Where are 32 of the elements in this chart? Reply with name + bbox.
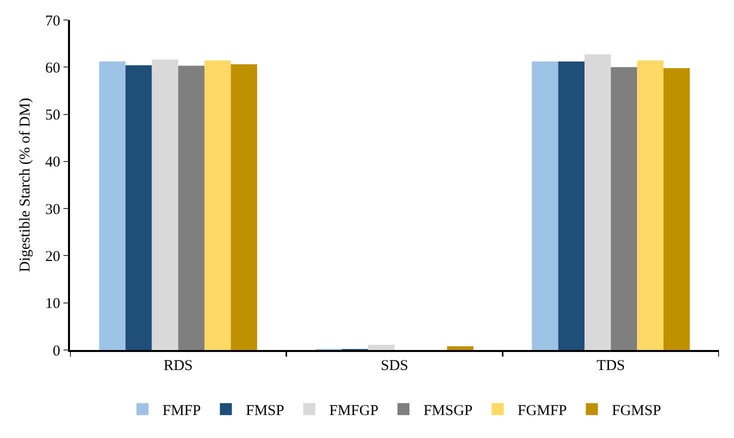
bar — [204, 60, 231, 350]
bar — [230, 64, 258, 350]
y-tick-label: 30 — [45, 202, 60, 218]
bar — [99, 61, 126, 350]
bar — [663, 68, 690, 350]
legend-label: FGMSP — [612, 403, 662, 419]
y-tick-label: 20 — [45, 248, 60, 265]
legend-label: FMFP — [162, 403, 201, 419]
y-tick-label: 0 — [52, 343, 60, 360]
y-tick-label: 70 — [45, 13, 60, 30]
x-tick-label: SDS — [380, 358, 408, 374]
y-tick-label: 50 — [45, 108, 60, 124]
bar — [126, 65, 152, 350]
y-axis-title: Digestible Starch (% of DM) — [18, 98, 34, 272]
legend-label: FMSGP — [423, 403, 473, 419]
bar — [152, 60, 178, 350]
bar — [584, 54, 611, 350]
y-tick-label: 40 — [45, 154, 60, 171]
bar — [558, 61, 585, 350]
bar — [368, 344, 394, 350]
bar — [637, 60, 664, 350]
legend-label: FGMFP — [518, 403, 567, 419]
x-tick-label: TDS — [596, 358, 625, 374]
bar — [447, 346, 474, 350]
bar — [532, 61, 558, 350]
legend-label: FMFGP — [329, 403, 378, 419]
x-tick-label: RDS — [164, 358, 193, 374]
legend-label: FMSP — [246, 403, 284, 419]
bar — [610, 67, 638, 350]
y-tick-label: 60 — [45, 60, 60, 76]
y-tick-label: 10 — [45, 296, 60, 312]
bar — [178, 66, 204, 350]
